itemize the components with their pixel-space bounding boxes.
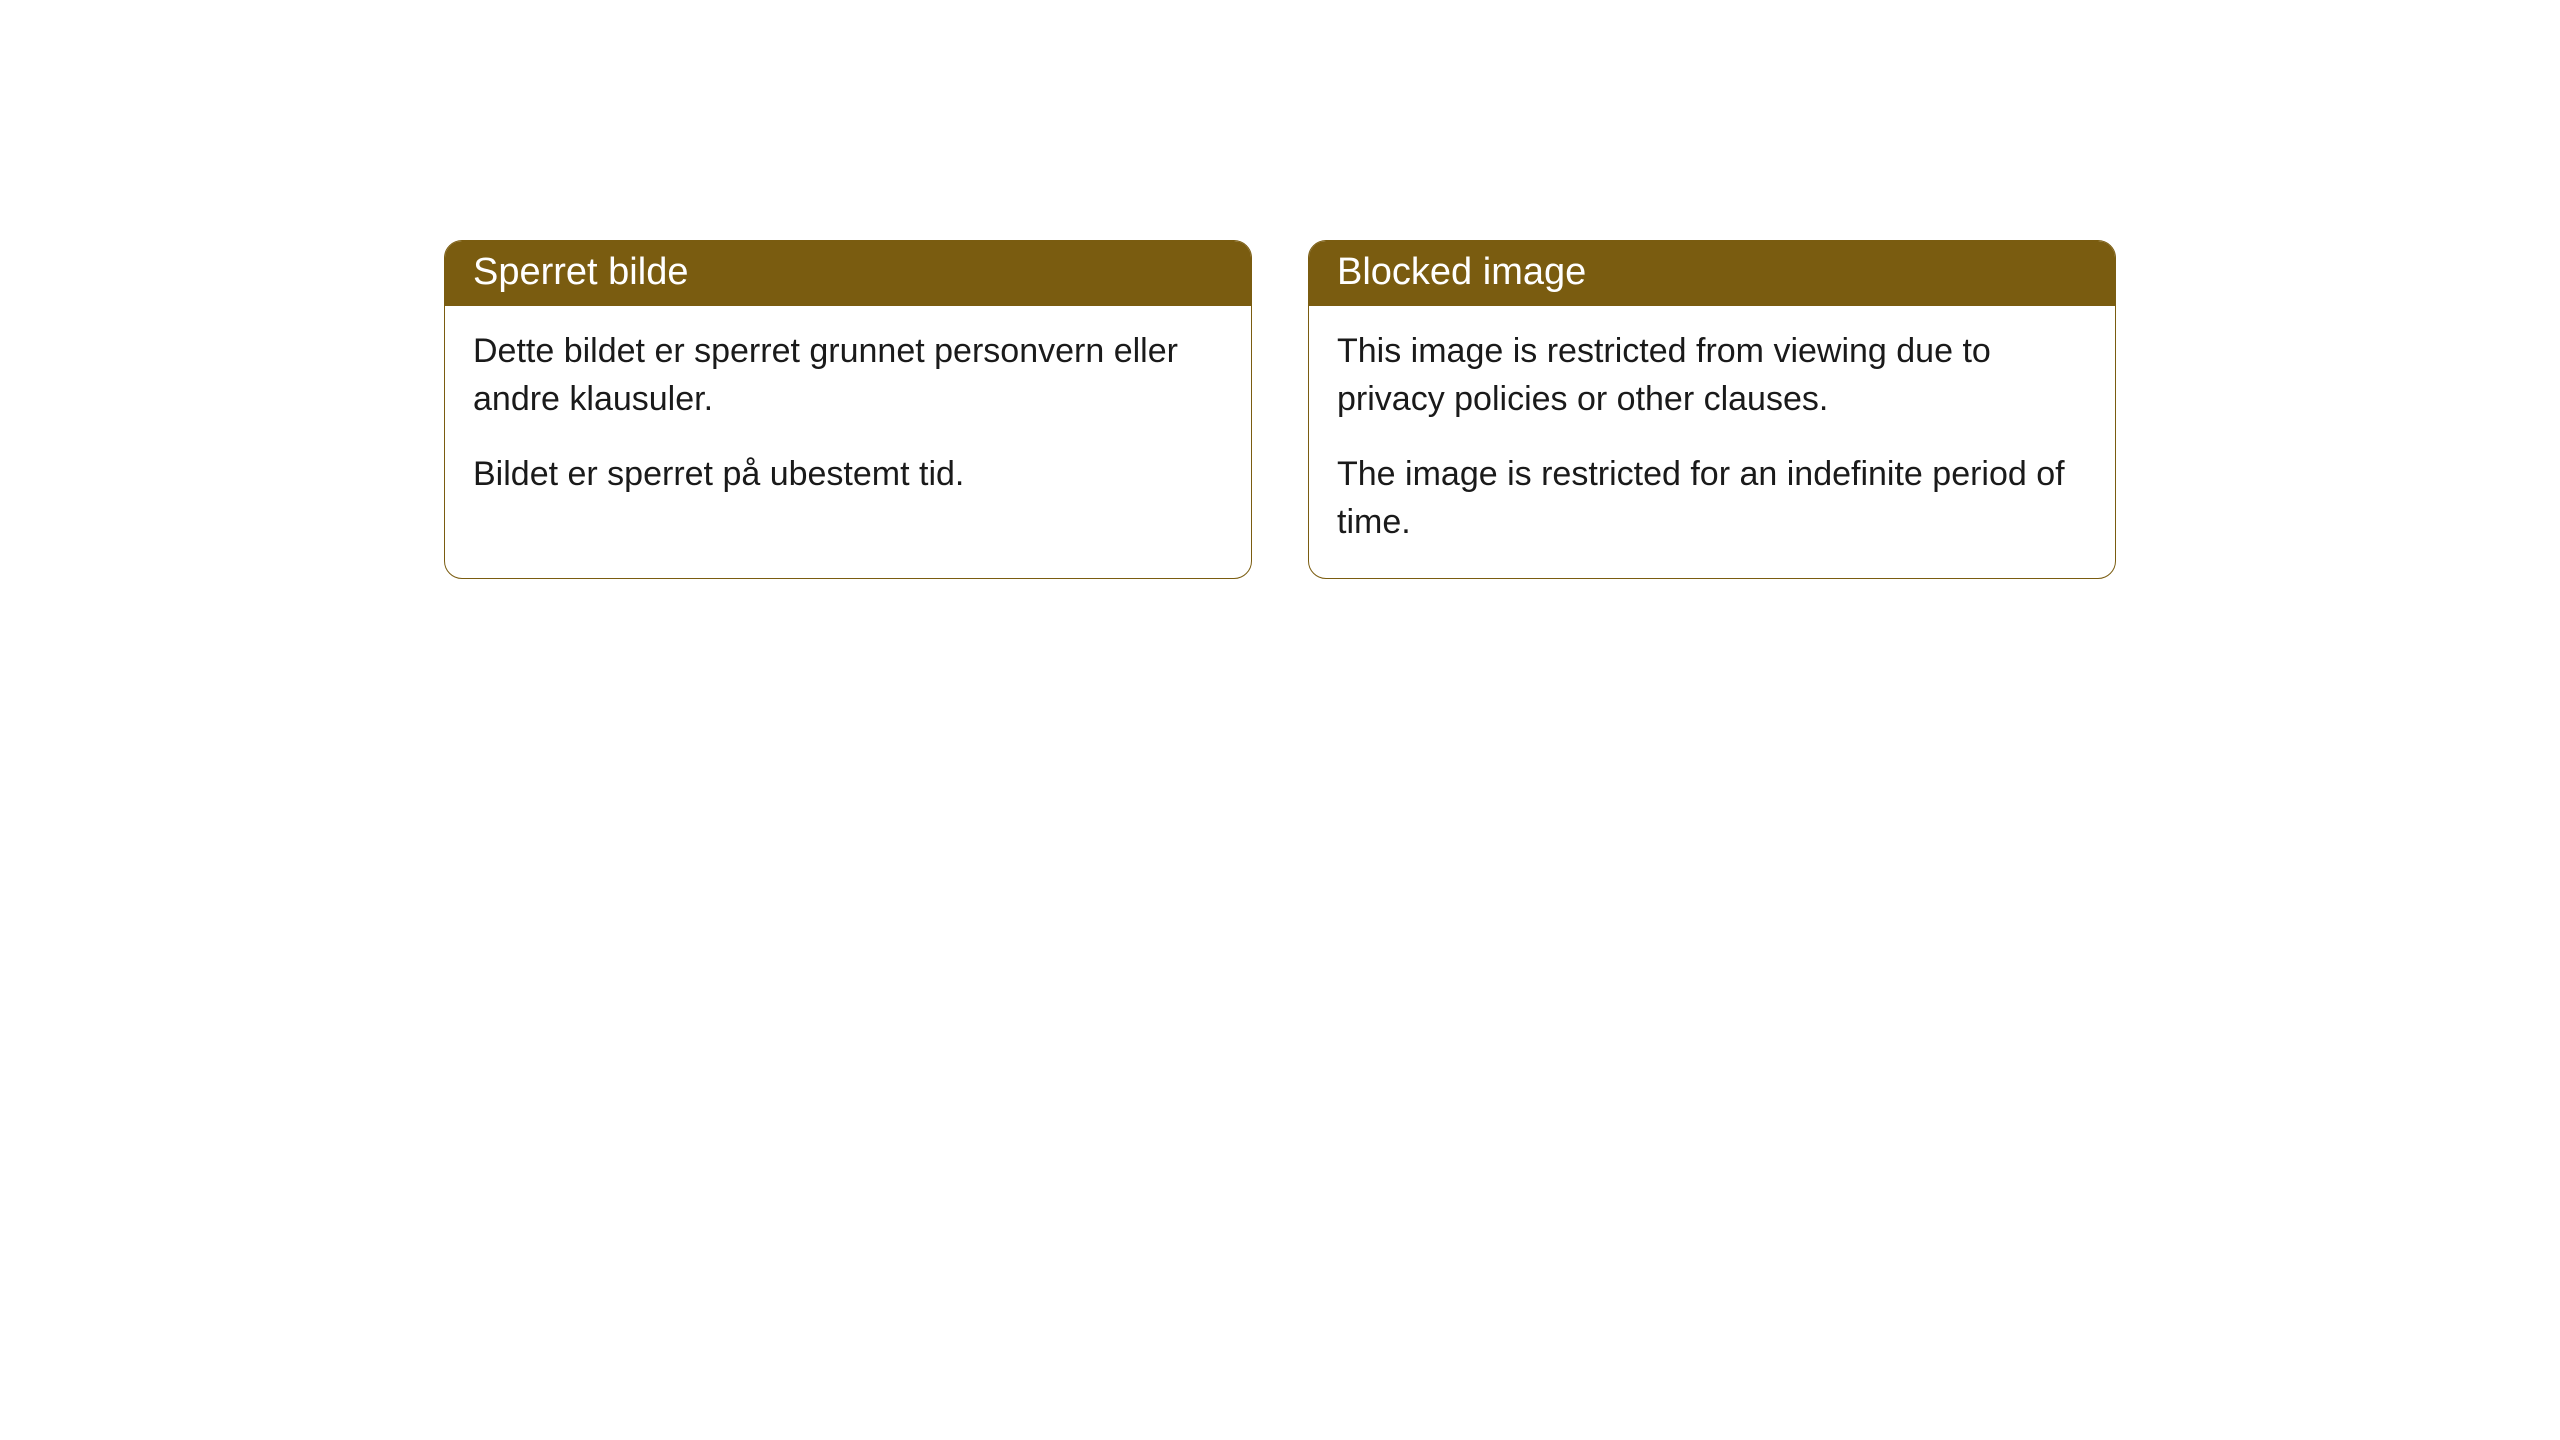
card-title: Sperret bilde [473,251,688,293]
card-header: Sperret bilde [445,241,1251,306]
card-paragraph: Dette bildet er sperret grunnet personve… [473,328,1223,423]
card-body: Dette bildet er sperret grunnet personve… [445,306,1251,531]
card-paragraph: Bildet er sperret på ubestemt tid. [473,451,1223,499]
blocked-image-card-norwegian: Sperret bilde Dette bildet er sperret gr… [444,240,1252,579]
card-paragraph: The image is restricted for an indefinit… [1337,451,2087,546]
card-header: Blocked image [1309,241,2115,306]
notice-container: Sperret bilde Dette bildet er sperret gr… [0,240,2560,579]
card-paragraph: This image is restricted from viewing du… [1337,328,2087,423]
card-body: This image is restricted from viewing du… [1309,306,2115,578]
blocked-image-card-english: Blocked image This image is restricted f… [1308,240,2116,579]
card-title: Blocked image [1337,251,1586,293]
